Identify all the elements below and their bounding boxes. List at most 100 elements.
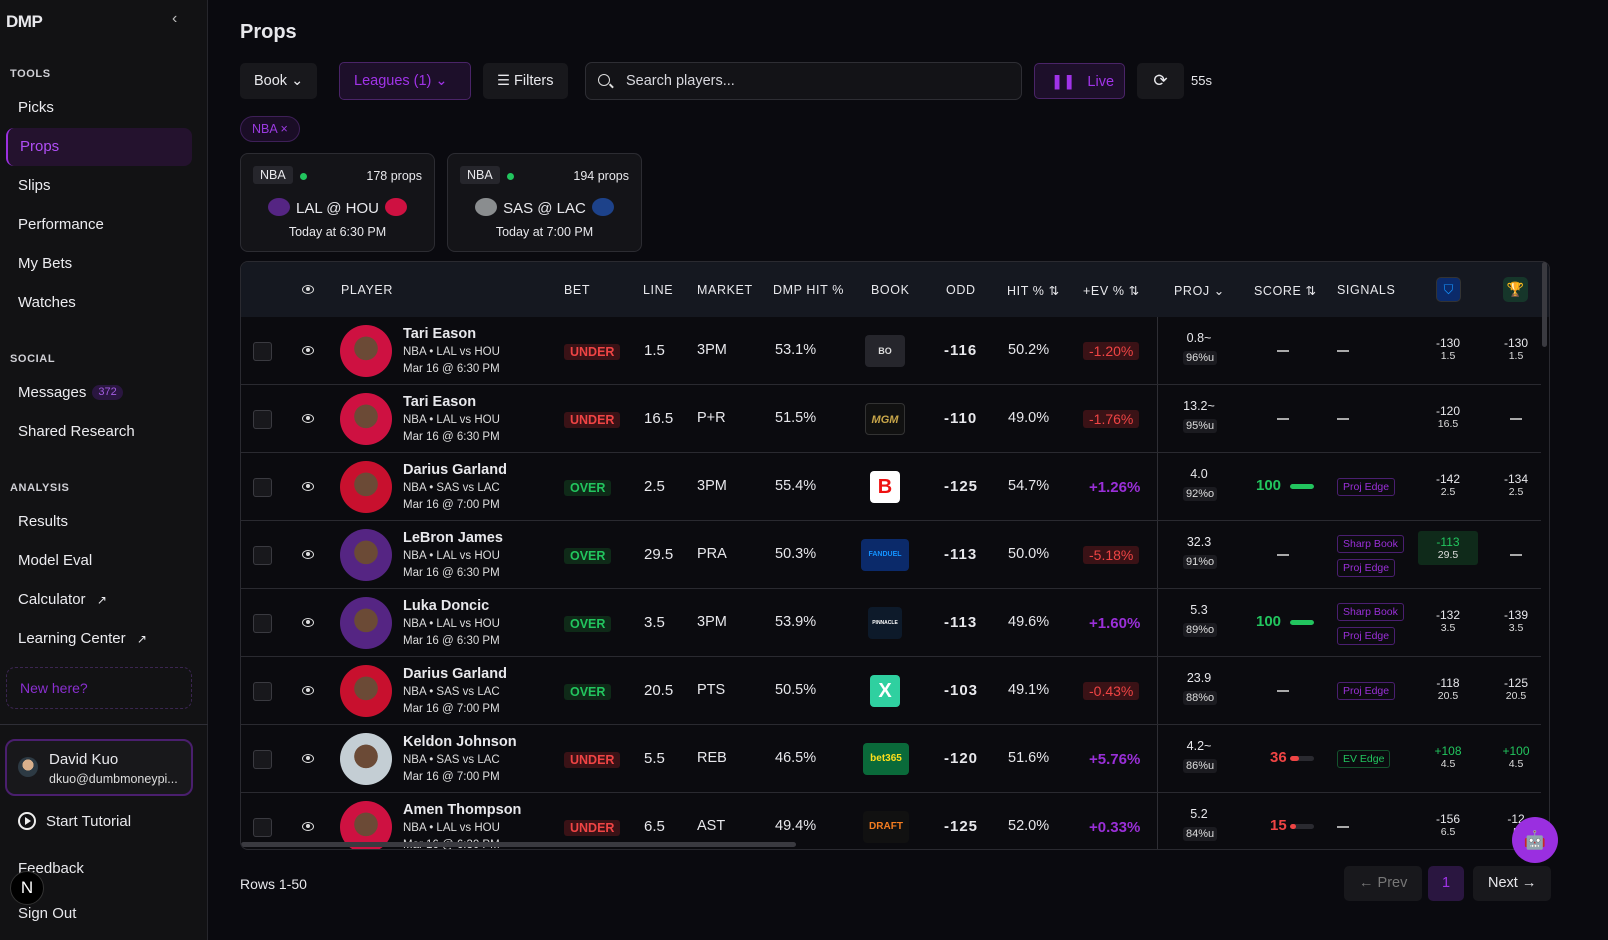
header-player: PLAYER bbox=[341, 283, 394, 297]
assistant-bot-button[interactable]: 🤖 bbox=[1512, 817, 1558, 863]
sidebar-item-my-bets[interactable]: My Bets bbox=[6, 245, 192, 283]
page-1-button[interactable]: 1 bbox=[1428, 866, 1465, 901]
book-odds-cell[interactable]: -130 1.5 bbox=[1418, 336, 1478, 362]
sidebar-item-performance[interactable]: Performance bbox=[6, 206, 192, 244]
close-icon[interactable]: × bbox=[280, 122, 288, 136]
table-row[interactable]: Keldon Johnson NBA • SAS vs LAC Mar 16 @ 7… bbox=[241, 725, 1541, 793]
row-checkbox[interactable] bbox=[253, 410, 272, 429]
watch-eye-icon[interactable] bbox=[302, 550, 314, 559]
fanduel-logo-icon: ⛉ bbox=[1436, 277, 1461, 302]
header-dmp-hit[interactable]: DMP HIT % bbox=[773, 283, 844, 297]
eye-icon[interactable] bbox=[302, 285, 314, 294]
sidebar-item-label: Picks bbox=[18, 99, 54, 116]
table-row[interactable]: Luka Doncic NBA • LAL vs HOU Mar 16 @ 6:30… bbox=[241, 589, 1541, 657]
next-page-button[interactable]: Next → bbox=[1473, 866, 1552, 901]
leagues-dropdown[interactable]: Leagues (1) ⌄ bbox=[339, 62, 471, 100]
book-line: 2.5 bbox=[1440, 486, 1456, 498]
book-odds-cell[interactable]: -156 6.5 bbox=[1418, 812, 1478, 838]
book-odds-cell[interactable]: +108 4.5 bbox=[1418, 744, 1478, 770]
table-row[interactable]: Tari Eason NBA • LAL vs HOU Mar 16 @ 6:30 … bbox=[241, 385, 1541, 453]
header-ev[interactable]: +EV % ⇅ bbox=[1083, 284, 1140, 298]
filters-button[interactable]: ☰ Filters bbox=[483, 63, 568, 99]
watch-eye-icon[interactable] bbox=[302, 482, 314, 491]
player-name[interactable]: Keldon Johnson bbox=[403, 734, 517, 750]
player-name[interactable]: LeBron James bbox=[403, 530, 503, 546]
book-dropdown[interactable]: Book ⌄ bbox=[240, 63, 318, 99]
table-row[interactable]: Darius Garland NBA • SAS vs LAC Mar 16 @ 7… bbox=[241, 657, 1541, 725]
book-odds-cell[interactable]: -139 3.5 bbox=[1486, 608, 1546, 634]
sign-out-link[interactable]: Sign Out bbox=[18, 905, 77, 922]
header-hit[interactable]: HIT % ⇅ bbox=[1007, 284, 1060, 298]
game-card[interactable]: NBA 178 props LAL @ HOU Today at 6:30 PM bbox=[240, 153, 435, 252]
hit-value: 54.7% bbox=[1008, 478, 1050, 494]
player-game: NBA • LAL vs HOU bbox=[403, 346, 500, 358]
sidebar-item-results[interactable]: Results bbox=[6, 503, 192, 541]
new-here-link[interactable]: New here? bbox=[6, 667, 192, 709]
market-value: 3PM bbox=[697, 614, 727, 630]
sidebar-item-props[interactable]: Props bbox=[6, 128, 192, 166]
row-checkbox[interactable] bbox=[253, 614, 272, 633]
watch-eye-icon[interactable] bbox=[302, 686, 314, 695]
player-name[interactable]: Darius Garland bbox=[403, 462, 507, 478]
sidebar-item-slips[interactable]: Slips bbox=[6, 167, 192, 205]
table-row[interactable]: Darius Garland NBA • SAS vs LAC Mar 16 @ 7… bbox=[241, 453, 1541, 521]
book-odds-cell[interactable]: -134 2.5 bbox=[1486, 472, 1546, 498]
refresh-button[interactable]: ⟳ bbox=[1137, 63, 1184, 99]
watch-eye-icon[interactable] bbox=[302, 754, 314, 763]
vertical-scrollbar[interactable] bbox=[1542, 262, 1547, 347]
next-dev-button[interactable]: N bbox=[10, 871, 44, 905]
header-signals: SIGNALS bbox=[1337, 283, 1396, 297]
player-avatar bbox=[340, 461, 392, 513]
book-line: 6.5 bbox=[1440, 826, 1456, 838]
book-odds-cell[interactable]: -130 1.5 bbox=[1486, 336, 1546, 362]
table-row[interactable]: Tari Eason NBA • LAL vs HOU Mar 16 @ 6:30 … bbox=[241, 317, 1541, 385]
book-odds: -142 bbox=[1435, 472, 1461, 486]
user-profile[interactable]: David Kuo dkuo@dumbmoneypi... bbox=[5, 739, 193, 796]
sidebar-item-watches[interactable]: Watches bbox=[6, 284, 192, 322]
sidebar-item-picks[interactable]: Picks bbox=[6, 89, 192, 127]
sidebar-item-calculator[interactable]: Calculator ↗ bbox=[6, 581, 192, 619]
header-proj[interactable]: PROJ ⌄ bbox=[1174, 284, 1225, 298]
table-row[interactable]: LeBron James NBA • LAL vs HOU Mar 16 @ 6:3… bbox=[241, 521, 1541, 589]
search-input[interactable]: Search players... bbox=[585, 62, 1022, 100]
collapse-sidebar-icon[interactable]: ‹ bbox=[172, 10, 178, 27]
book-odds-cell[interactable]: -120 16.5 bbox=[1418, 404, 1478, 430]
watch-eye-icon[interactable] bbox=[302, 618, 314, 627]
book-odds-cell[interactable]: -113 29.5 bbox=[1418, 531, 1478, 565]
sidebar-item-shared-research[interactable]: Shared Research bbox=[6, 413, 192, 451]
player-name[interactable]: Luka Doncic bbox=[403, 598, 490, 614]
player-name[interactable]: Darius Garland bbox=[403, 666, 507, 682]
row-checkbox[interactable] bbox=[253, 818, 272, 837]
row-checkbox[interactable] bbox=[253, 342, 272, 361]
watch-eye-icon[interactable] bbox=[302, 822, 314, 831]
player-avatar bbox=[340, 597, 392, 649]
player-name[interactable]: Tari Eason bbox=[403, 394, 477, 410]
horizontal-scrollbar[interactable] bbox=[241, 842, 796, 847]
start-tutorial-button[interactable]: Start Tutorial bbox=[18, 812, 131, 830]
robot-icon: 🤖 bbox=[1523, 830, 1547, 850]
book-odds-cell[interactable]: -142 2.5 bbox=[1418, 472, 1478, 498]
sidebar-item-learning-center[interactable]: Learning Center ↗ bbox=[6, 620, 192, 658]
row-checkbox[interactable] bbox=[253, 478, 272, 497]
league-filter-chip[interactable]: NBA × bbox=[240, 116, 300, 142]
prev-page-button[interactable]: ← Prev bbox=[1344, 866, 1423, 901]
book-odds-cell[interactable]: -118 20.5 bbox=[1418, 676, 1478, 702]
projection-confidence: 84%u bbox=[1183, 827, 1218, 841]
watch-eye-icon[interactable] bbox=[302, 414, 314, 423]
player-name[interactable]: Tari Eason bbox=[403, 326, 477, 342]
book-odds-cell[interactable]: -125 20.5 bbox=[1486, 676, 1546, 702]
sidebar-item-messages[interactable]: Messages 372 bbox=[6, 374, 192, 412]
player-name[interactable]: Amen Thompson bbox=[403, 802, 522, 818]
row-checkbox[interactable] bbox=[253, 750, 272, 769]
game-card[interactable]: NBA 194 props SAS @ LAC Today at 7:00 PM bbox=[447, 153, 642, 252]
row-checkbox[interactable] bbox=[253, 682, 272, 701]
sidebar-item-model-eval[interactable]: Model Eval bbox=[6, 542, 192, 580]
row-checkbox[interactable] bbox=[253, 546, 272, 565]
book-odds-cell[interactable]: +100 4.5 bbox=[1486, 744, 1546, 770]
book-odds-cell[interactable]: -132 3.5 bbox=[1418, 608, 1478, 634]
header-score[interactable]: SCORE ⇅ bbox=[1254, 284, 1317, 298]
live-toggle[interactable]: ❚❚ Live bbox=[1034, 63, 1125, 99]
watch-eye-icon[interactable] bbox=[302, 346, 314, 355]
projection-confidence: 89%o bbox=[1183, 623, 1218, 637]
